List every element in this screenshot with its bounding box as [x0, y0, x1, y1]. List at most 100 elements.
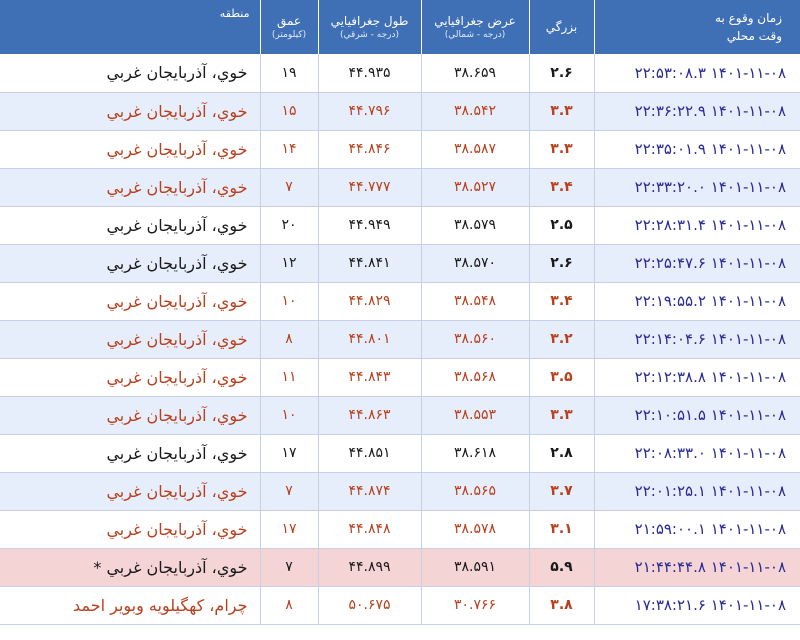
cell-depth: ۸	[259, 586, 318, 625]
cell-magnitude: ۳.۲	[528, 320, 594, 359]
header-longitude: طول جغرافيايي (درجه - شرقي)	[317, 0, 421, 54]
cell-latitude: ۳۰.۷۶۶	[420, 586, 529, 625]
cell-region: خوي، آذربايجان غربي	[0, 54, 260, 93]
cell-latitude: ۳۸.۵۴۸	[420, 282, 529, 321]
header-latitude: عرض جغرافيايي (درجه - شمالي)	[420, 0, 529, 54]
cell-time: ۱۴۰۱-۱۱-۰۸ ۲۲:۱۰:۵۱.۵	[593, 396, 800, 435]
cell-time: ۱۴۰۱-۱۱-۰۸ ۲۲:۱۹:۵۵.۲	[593, 282, 800, 321]
cell-longitude: ۴۴.۸۰۱	[317, 320, 421, 359]
cell-latitude: ۳۸.۵۷۰	[420, 244, 529, 283]
table-row: ۱۴۰۱-۱۱-۰۸ ۲۲:۰۸:۳۳.۰ ۲.۸ ۳۸.۶۱۸ ۴۴.۸۵۱ …	[0, 434, 800, 473]
cell-depth: ۱۲	[259, 244, 318, 283]
table-row: ۱۴۰۱-۱۱-۰۸ ۲۲:۳۳:۲۰.۰ ۳.۴ ۳۸.۵۲۷ ۴۴.۷۷۷ …	[0, 168, 800, 207]
table-row: ۱۴۰۱-۱۱-۰۸ ۲۲:۱۰:۵۱.۵ ۳.۳ ۳۸.۵۵۳ ۴۴.۸۶۳ …	[0, 396, 800, 435]
table-row-highlighted: ۱۴۰۱-۱۱-۰۸ ۲۱:۴۴:۴۴.۸ ۵.۹ ۳۸.۵۹۱ ۴۴.۸۹۹ …	[0, 548, 800, 587]
table-row: ۱۴۰۱-۱۱-۰۸ ۲۱:۵۹:۰۰.۱ ۳.۱ ۳۸.۵۷۸ ۴۴.۸۴۸ …	[0, 510, 800, 549]
table-row: ۱۴۰۱-۱۱-۰۸ ۲۲:۰۱:۲۵.۱ ۳.۷ ۳۸.۵۶۵ ۴۴.۸۷۴ …	[0, 472, 800, 511]
cell-latitude: ۳۸.۵۵۳	[420, 396, 529, 435]
cell-time: ۱۴۰۱-۱۱-۰۸ ۲۲:۳۶:۲۲.۹	[593, 92, 800, 131]
cell-magnitude: ۳.۳	[528, 396, 594, 435]
table-row: ۱۴۰۱-۱۱-۰۸ ۲۲:۱۲:۳۸.۸ ۳.۵ ۳۸.۵۶۸ ۴۴.۸۴۳ …	[0, 358, 800, 397]
cell-longitude: ۴۴.۸۴۳	[317, 358, 421, 397]
cell-time: ۱۴۰۱-۱۱-۰۸ ۲۲:۱۴:۰۴.۶	[593, 320, 800, 359]
table-row: ۱۴۰۱-۱۱-۰۸ ۲۲:۱۴:۰۴.۶ ۳.۲ ۳۸.۵۶۰ ۴۴.۸۰۱ …	[0, 320, 800, 359]
cell-magnitude: ۲.۸	[528, 434, 594, 473]
cell-magnitude: ۳.۵	[528, 358, 594, 397]
cell-time: ۱۴۰۱-۱۱-۰۸ ۲۲:۰۸:۳۳.۰	[593, 434, 800, 473]
cell-latitude: ۳۸.۵۶۸	[420, 358, 529, 397]
cell-region: خوي، آذربايجان غربي	[0, 244, 260, 283]
cell-depth: ۱۷	[259, 434, 318, 473]
cell-time: ۱۴۰۱-۱۱-۰۸ ۲۲:۲۸:۳۱.۴	[593, 206, 800, 245]
cell-region: خوي، آذربايجان غربي	[0, 358, 260, 397]
header-time: زمان وقوع به وقت محلي	[593, 0, 800, 54]
cell-depth: ۷	[259, 168, 318, 207]
cell-latitude: ۳۸.۶۵۹	[420, 54, 529, 93]
cell-longitude: ۴۴.۸۶۳	[317, 396, 421, 435]
cell-latitude: ۳۸.۵۷۹	[420, 206, 529, 245]
earthquake-table: زمان وقوع به وقت محلي بزرگي عرض جغرافياي…	[0, 0, 800, 625]
cell-longitude: ۴۴.۸۴۶	[317, 130, 421, 169]
cell-longitude: ۴۴.۸۴۱	[317, 244, 421, 283]
cell-magnitude: ۳.۷	[528, 472, 594, 511]
cell-latitude: ۳۸.۵۶۵	[420, 472, 529, 511]
cell-magnitude: ۳.۳	[528, 92, 594, 131]
cell-latitude: ۳۸.۵۷۸	[420, 510, 529, 549]
cell-time: ۱۴۰۱-۱۱-۰۸ ۲۲:۰۱:۲۵.۱	[593, 472, 800, 511]
table-row: ۱۴۰۱-۱۱-۰۸ ۲۲:۳۵:۰۱.۹ ۳.۳ ۳۸.۵۸۷ ۴۴.۸۴۶ …	[0, 130, 800, 169]
cell-time: ۱۴۰۱-۱۱-۰۸ ۲۱:۴۴:۴۴.۸	[593, 548, 800, 587]
cell-time: ۱۴۰۱-۱۱-۰۸ ۲۲:۳۳:۲۰.۰	[593, 168, 800, 207]
cell-latitude: ۳۸.۵۴۲	[420, 92, 529, 131]
header-magnitude: بزرگي	[528, 0, 594, 54]
table-row: ۱۴۰۱-۱۱-۰۸ ۲۲:۲۸:۳۱.۴ ۲.۵ ۳۸.۵۷۹ ۴۴.۹۴۹ …	[0, 206, 800, 245]
cell-depth: ۱۹	[259, 54, 318, 93]
cell-region: خوي، آذربايجان غربي	[0, 396, 260, 435]
cell-magnitude: ۳.۴	[528, 282, 594, 321]
cell-latitude: ۳۸.۵۹۱	[420, 548, 529, 587]
cell-magnitude: ۲.۶	[528, 244, 594, 283]
table-header: زمان وقوع به وقت محلي بزرگي عرض جغرافياي…	[0, 0, 800, 54]
cell-longitude: ۴۴.۸۴۸	[317, 510, 421, 549]
cell-depth: ۷	[259, 548, 318, 587]
cell-time: ۱۴۰۱-۱۱-۰۸ ۲۲:۵۳:۰۸.۳	[593, 54, 800, 93]
cell-region: خوي، آذربايجان غربي	[0, 320, 260, 359]
cell-longitude: ۴۴.۸۵۱	[317, 434, 421, 473]
table-body: ۱۴۰۱-۱۱-۰۸ ۲۲:۵۳:۰۸.۳ ۲.۶ ۳۸.۶۵۹ ۴۴.۹۳۵ …	[0, 54, 800, 625]
cell-depth: ۱۰	[259, 396, 318, 435]
cell-time: ۱۴۰۱-۱۱-۰۸ ۲۲:۲۵:۴۷.۶	[593, 244, 800, 283]
cell-region: خوي، آذربايجان غربي *	[0, 548, 260, 587]
cell-depth: ۷	[259, 472, 318, 511]
cell-region: خوي، آذربايجان غربي	[0, 168, 260, 207]
cell-latitude: ۳۸.۵۲۷	[420, 168, 529, 207]
cell-depth: ۲۰	[259, 206, 318, 245]
table-row: ۱۴۰۱-۱۱-۰۸ ۲۲:۳۶:۲۲.۹ ۳.۳ ۳۸.۵۴۲ ۴۴.۷۹۶ …	[0, 92, 800, 131]
cell-longitude: ۴۴.۸۹۹	[317, 548, 421, 587]
cell-magnitude: ۵.۹	[528, 548, 594, 587]
cell-depth: ۱۵	[259, 92, 318, 131]
cell-longitude: ۴۴.۸۲۹	[317, 282, 421, 321]
table-row: ۱۴۰۱-۱۱-۰۸ ۲۲:۲۵:۴۷.۶ ۲.۶ ۳۸.۵۷۰ ۴۴.۸۴۱ …	[0, 244, 800, 283]
cell-region: چرام، كهگيلويه وبوير احمد	[0, 586, 260, 625]
cell-region: خوي، آذربايجان غربي	[0, 472, 260, 511]
cell-longitude: ۵۰.۶۷۵	[317, 586, 421, 625]
header-depth: عمق (كيلومتر)	[259, 0, 318, 54]
cell-region: خوي، آذربايجان غربي	[0, 130, 260, 169]
header-region: منطقه	[0, 0, 260, 54]
cell-latitude: ۳۸.۶۱۸	[420, 434, 529, 473]
cell-depth: ۱۱	[259, 358, 318, 397]
cell-longitude: ۴۴.۹۳۵	[317, 54, 421, 93]
cell-time: ۱۴۰۱-۱۱-۰۸ ۱۷:۳۸:۲۱.۶	[593, 586, 800, 625]
cell-magnitude: ۳.۸	[528, 586, 594, 625]
cell-region: خوي، آذربايجان غربي	[0, 282, 260, 321]
cell-time: ۱۴۰۱-۱۱-۰۸ ۲۲:۳۵:۰۱.۹	[593, 130, 800, 169]
table-row: ۱۴۰۱-۱۱-۰۸ ۱۷:۳۸:۲۱.۶ ۳.۸ ۳۰.۷۶۶ ۵۰.۶۷۵ …	[0, 586, 800, 625]
cell-longitude: ۴۴.۹۴۹	[317, 206, 421, 245]
cell-region: خوي، آذربايجان غربي	[0, 92, 260, 131]
cell-latitude: ۳۸.۵۸۷	[420, 130, 529, 169]
cell-depth: ۸	[259, 320, 318, 359]
cell-magnitude: ۲.۶	[528, 54, 594, 93]
cell-time: ۱۴۰۱-۱۱-۰۸ ۲۲:۱۲:۳۸.۸	[593, 358, 800, 397]
table-row: ۱۴۰۱-۱۱-۰۸ ۲۲:۵۳:۰۸.۳ ۲.۶ ۳۸.۶۵۹ ۴۴.۹۳۵ …	[0, 54, 800, 93]
cell-time: ۱۴۰۱-۱۱-۰۸ ۲۱:۵۹:۰۰.۱	[593, 510, 800, 549]
